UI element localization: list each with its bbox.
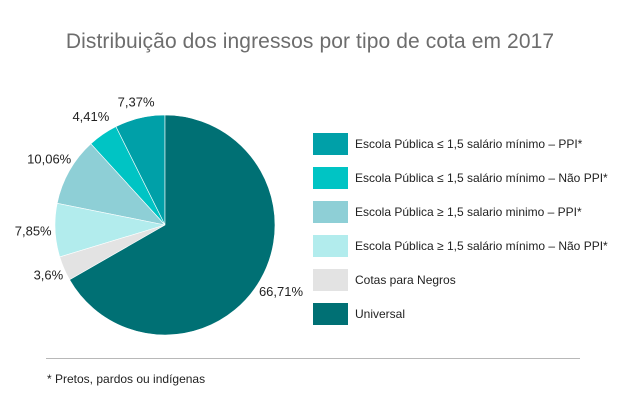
footnote-divider (46, 358, 580, 359)
legend-swatch (313, 269, 348, 291)
legend-swatch (313, 167, 348, 189)
legend-label: Escola Pública ≤ 1,5 salário mínimo – PP… (355, 137, 583, 151)
legend-item: Cotas para Negros (313, 263, 608, 297)
legend-item: Universal (313, 297, 608, 331)
footnote: * Pretos, pardos ou indígenas (47, 372, 206, 386)
data-label: 7,85% (15, 223, 52, 238)
legend-item: Escola Pública ≤ 1,5 salário mínimo – Nã… (313, 161, 608, 195)
pie-slice (69, 114, 276, 336)
legend-label: Cotas para Negros (355, 273, 456, 287)
legend-item: Escola Pública ≤ 1,5 salário mínimo – PP… (313, 127, 608, 161)
legend-label: Universal (355, 307, 406, 321)
data-label: 10,06% (27, 152, 72, 167)
chart-legend: Escola Pública ≤ 1,5 salário mínimo – PP… (313, 127, 608, 331)
legend-label: Escola Pública ≥ 1,5 salario minimo – PP… (355, 205, 582, 219)
legend-label: Escola Pública ≤ 1,5 salário mínimo – Nã… (355, 171, 608, 185)
data-label: 4,41% (72, 109, 109, 124)
legend-swatch (313, 235, 348, 257)
data-label: 66,71% (259, 284, 304, 299)
chart-title: Distribuição dos ingressos por tipo de c… (65, 30, 555, 53)
legend-swatch (313, 201, 348, 223)
legend-item: Escola Pública ≥ 1,5 salário mínimo – Nã… (313, 229, 608, 263)
legend-item: Escola Pública ≥ 1,5 salario minimo – PP… (313, 195, 608, 229)
legend-label: Escola Pública ≥ 1,5 salário mínimo – Nã… (355, 239, 608, 253)
legend-swatch (313, 133, 348, 155)
legend-swatch (313, 303, 348, 325)
data-label: 7,37% (118, 94, 155, 109)
data-label: 3,6% (34, 267, 64, 282)
